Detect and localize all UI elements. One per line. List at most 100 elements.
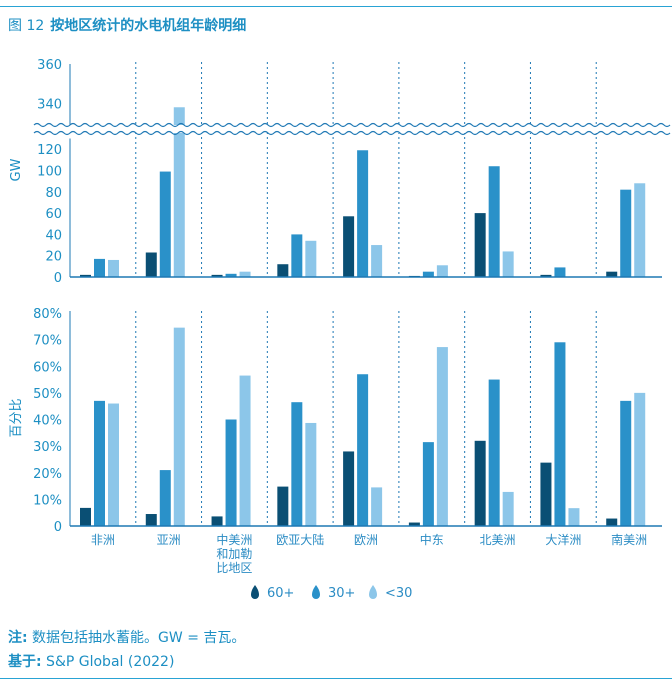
gw-y-tick-label: 120 xyxy=(37,143,62,158)
category-label: 欧亚大陆 xyxy=(276,532,324,547)
category-label: 中东 xyxy=(420,532,444,547)
pct-y-tick-label: 10% xyxy=(33,493,62,508)
figure-number: 图 12 xyxy=(8,18,45,34)
category-label: 比地区 xyxy=(216,561,252,575)
gw-bar xyxy=(145,252,157,277)
pct-bar xyxy=(145,514,157,526)
pct-bar xyxy=(80,507,91,526)
gw-y-tick-label: 80 xyxy=(45,186,62,201)
gw-bar xyxy=(488,166,500,277)
pct-bar xyxy=(173,327,185,526)
legend-label: 60+ xyxy=(267,586,294,601)
gw-y-tick-label: 360 xyxy=(37,58,62,73)
gw-bar xyxy=(80,274,91,277)
axis-break-wave-bottom xyxy=(33,130,671,136)
gw-bar xyxy=(343,216,355,277)
legend-marker xyxy=(312,585,320,599)
legend-marker xyxy=(251,585,259,599)
pct-bar xyxy=(94,400,105,526)
gw-bar xyxy=(502,251,514,277)
gw-bar xyxy=(108,259,119,277)
category-label: 南美洲 xyxy=(611,532,647,547)
gw-y-tick-label: 0 xyxy=(54,271,62,286)
pct-bar xyxy=(422,442,434,526)
pct-bar xyxy=(277,486,289,526)
gw-bar xyxy=(277,264,289,277)
pct-bar xyxy=(239,375,251,526)
pct-y-tick-label: 50% xyxy=(33,387,62,402)
pct-bar xyxy=(108,403,119,526)
category-label: 大洋洲 xyxy=(545,532,581,547)
pct-bar xyxy=(540,462,552,526)
note-label: 注: xyxy=(8,630,28,646)
pct-bar xyxy=(488,379,500,526)
note-line: 注: 数据包括抽水蓄能。GW = 吉瓦。 xyxy=(8,627,245,647)
pct-y-tick-label: 20% xyxy=(33,467,62,482)
gw-bar xyxy=(422,271,434,277)
figure-title-text: 按地区统计的水电机组年龄明细 xyxy=(50,18,247,34)
gw-bar xyxy=(173,107,185,278)
category-label: 亚洲 xyxy=(157,533,181,547)
gw-bar xyxy=(606,271,618,277)
gw-bar xyxy=(211,274,223,277)
pct-bar xyxy=(159,470,171,526)
axis-break-wave-top xyxy=(33,122,671,128)
source-label: 基于: xyxy=(8,654,42,670)
pct-bar xyxy=(634,392,646,526)
gw-bar xyxy=(159,171,171,277)
category-label: 欧洲 xyxy=(354,533,378,547)
figure-title: 图 12 按地区统计的水电机组年龄明细 xyxy=(8,15,246,35)
pct-bar xyxy=(568,508,580,526)
pct-bar xyxy=(620,400,632,526)
gw-bar xyxy=(94,258,105,277)
gw-y-tick-label: 100 xyxy=(37,165,62,180)
gw-y-tick-label: 20 xyxy=(45,250,62,265)
source-line: 基于: S&P Global (2022) xyxy=(8,651,174,671)
gw-bar xyxy=(305,240,317,277)
pct-y-tick-label: 30% xyxy=(33,440,62,455)
gw-bar xyxy=(554,267,566,277)
gw-y-tick-label: 340 xyxy=(37,97,62,112)
pct-bar xyxy=(211,516,223,526)
pct-bar xyxy=(606,518,618,526)
pct-bar xyxy=(371,487,383,526)
gw-bar xyxy=(291,234,303,277)
legend-label: 30+ xyxy=(328,586,355,601)
category-label: 中美洲 xyxy=(216,532,252,547)
pct-bar xyxy=(343,451,355,526)
pct-y-tick-label: 40% xyxy=(33,414,62,429)
gw-bar xyxy=(239,271,251,277)
gw-bar xyxy=(540,274,552,277)
note-text: 数据包括抽水蓄能。GW = 吉瓦。 xyxy=(27,630,246,646)
pct-bar xyxy=(357,374,369,526)
gw-bar xyxy=(371,245,383,277)
category-label: 和加勒 xyxy=(216,547,252,561)
pct-y-axis-label: 百分比 xyxy=(9,398,24,437)
pct-y-tick-label: 80% xyxy=(33,307,62,322)
pct-bar xyxy=(436,347,448,526)
gw-y-tick-label: 40 xyxy=(45,228,62,243)
gw-bar xyxy=(474,213,486,277)
gw-bar xyxy=(634,183,646,277)
gw-y-axis-label: GW xyxy=(9,158,24,181)
pct-bar xyxy=(291,402,303,526)
pct-bar xyxy=(408,522,420,526)
pct-bar xyxy=(474,440,486,526)
axis-break-band xyxy=(34,125,666,133)
source-text: S&P Global (2022) xyxy=(41,654,175,670)
legend-label: <30 xyxy=(385,586,412,601)
pct-y-tick-label: 60% xyxy=(33,360,62,375)
pct-bar xyxy=(305,422,317,526)
category-label: 北美洲 xyxy=(480,533,516,547)
gw-bar xyxy=(357,150,369,277)
pct-bar xyxy=(502,491,514,526)
pct-bar xyxy=(554,342,566,526)
legend-marker xyxy=(369,585,377,599)
gw-y-tick-label: 60 xyxy=(45,207,62,222)
pct-y-tick-label: 0 xyxy=(54,520,62,535)
pct-y-tick-label: 70% xyxy=(33,334,62,349)
gw-bar xyxy=(620,189,632,277)
category-label: 非洲 xyxy=(91,533,115,547)
top-rule xyxy=(0,6,672,7)
